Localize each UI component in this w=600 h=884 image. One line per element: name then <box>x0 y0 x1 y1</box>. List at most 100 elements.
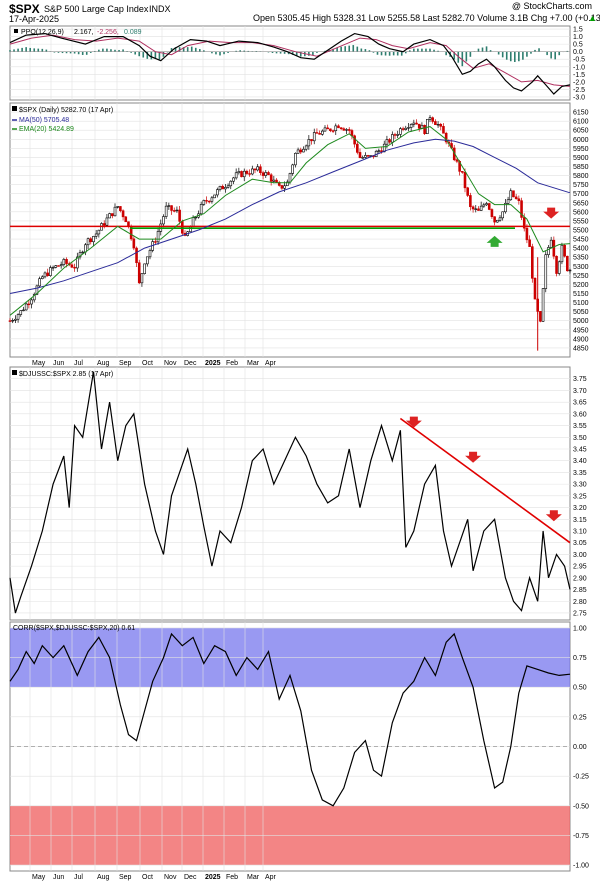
histogram-bar <box>409 50 411 52</box>
candle-body <box>288 173 292 183</box>
chart-date: 17-Apr-2025 <box>9 14 59 24</box>
candle-body <box>391 134 394 143</box>
candle-body <box>8 320 12 322</box>
histogram-bar <box>413 48 415 52</box>
legend-swatch <box>14 29 18 33</box>
candle-body <box>205 200 208 202</box>
candle-body <box>544 254 548 289</box>
x-tick-label: Oct <box>142 874 153 881</box>
histogram-bar <box>368 50 371 52</box>
y-tick-label: -0.75 <box>573 833 589 840</box>
histogram-bar <box>299 51 302 57</box>
histogram-bar <box>453 51 456 60</box>
histogram-bar <box>227 51 229 53</box>
y-tick-label: 3.00 <box>573 552 587 559</box>
y-tick-label: -0.50 <box>573 803 589 810</box>
x-tick-label: May <box>32 360 46 367</box>
histogram-bar <box>404 51 407 54</box>
y-tick-label: 3.35 <box>573 470 587 477</box>
candle-body <box>172 210 176 212</box>
y-tick-label: 3.50 <box>573 435 587 442</box>
y-tick-label: 0.25 <box>573 714 587 721</box>
candle-body <box>393 134 397 136</box>
candle-body <box>92 236 95 243</box>
histogram-bar <box>437 50 439 52</box>
ppo-panel: 1.51.00.50.0-0.5-1.0-1.5-2.0-2.5-3.0 PPO(… <box>9 25 585 101</box>
candle-body <box>318 133 321 135</box>
candle-body <box>466 187 469 196</box>
panel-frame <box>9 25 571 101</box>
candle-body <box>24 303 28 311</box>
histogram-bar <box>554 51 556 60</box>
y-tick-label: 3.15 <box>573 517 587 524</box>
candle-body <box>385 139 389 145</box>
x-tick-label: Apr <box>265 874 277 881</box>
candle-body <box>164 205 168 217</box>
histogram-bar <box>514 51 516 62</box>
histogram-bar <box>235 50 237 52</box>
candle-body <box>116 206 119 208</box>
y-tick-label: 3.60 <box>573 411 587 418</box>
histogram-bar <box>77 51 80 55</box>
legend-swatch <box>12 370 17 375</box>
histogram-bar <box>421 48 423 52</box>
candle-body <box>409 124 413 128</box>
candle-body <box>294 152 297 166</box>
y-tick-label: 5550 <box>573 218 589 225</box>
corr-line <box>9 632 571 807</box>
histogram-bar <box>279 51 282 54</box>
candle-body <box>178 209 181 222</box>
histogram-bar <box>477 48 480 52</box>
candle-body <box>132 238 136 249</box>
legend-swatch <box>12 106 17 111</box>
legend-price: $SPX (Daily) 5282.70 (17 Apr) <box>19 107 113 114</box>
histogram-bar <box>566 50 569 52</box>
histogram-bar <box>98 49 100 52</box>
histogram-bar <box>481 47 484 52</box>
histogram-bar <box>182 47 185 52</box>
histogram-bar <box>400 51 403 56</box>
watermark: @ StockCharts.com <box>512 1 592 11</box>
histogram-bar <box>110 49 112 52</box>
candle-body <box>267 172 270 176</box>
legend-ratio: $DJUSSC:$SPX 2.85 (17 Apr) <box>19 371 113 378</box>
histogram-bar <box>392 51 395 56</box>
candle-body <box>49 267 52 276</box>
correlation-panel: 1.00 0.75 0.50 0.25 0.00 -0.25 -0.50 -0.75 -1.00… <box>9 621 589 872</box>
y-tick-label: 3.45 <box>573 446 587 453</box>
histogram-bar <box>332 48 334 52</box>
candle-body <box>555 255 558 274</box>
index-name: S&P 500 Large Cap Index <box>44 4 149 14</box>
histogram-bar <box>530 51 532 54</box>
x-tick-label: Oct <box>142 360 153 367</box>
y-tick-label: 2.85 <box>573 587 587 594</box>
candle-body <box>439 124 443 127</box>
x-tick-label: Dec <box>184 874 197 881</box>
y-tick-label: 5650 <box>573 200 589 207</box>
histogram-bar <box>118 49 120 52</box>
candle-body <box>434 121 437 126</box>
red-arrow-icon <box>405 416 422 428</box>
candle-body <box>455 159 459 162</box>
histogram-bar <box>223 51 225 55</box>
candle-body <box>415 122 418 125</box>
candle-body <box>51 267 55 269</box>
candle-body <box>86 238 90 246</box>
candle-body <box>84 244 87 253</box>
x-tick-label: Feb <box>226 874 238 881</box>
candle-body <box>412 122 416 125</box>
histogram-bar <box>190 46 193 52</box>
y-tick-label: 5900 <box>573 155 589 162</box>
legend-ppo-label: PPO(12,26,9) <box>21 29 64 36</box>
panel-frame <box>9 366 571 621</box>
histogram-bar <box>53 51 56 53</box>
legend-ma50: MA(50) 5705.48 <box>19 117 69 124</box>
candle-body <box>113 206 117 217</box>
x-tick-label: Mar <box>247 874 260 881</box>
histogram-bar <box>142 51 145 58</box>
y-tick-label: 2.90 <box>573 575 587 582</box>
histogram-bar <box>352 45 355 52</box>
candle-body <box>485 203 488 206</box>
candle-body <box>181 221 184 234</box>
red-arrow-icon <box>465 451 482 463</box>
